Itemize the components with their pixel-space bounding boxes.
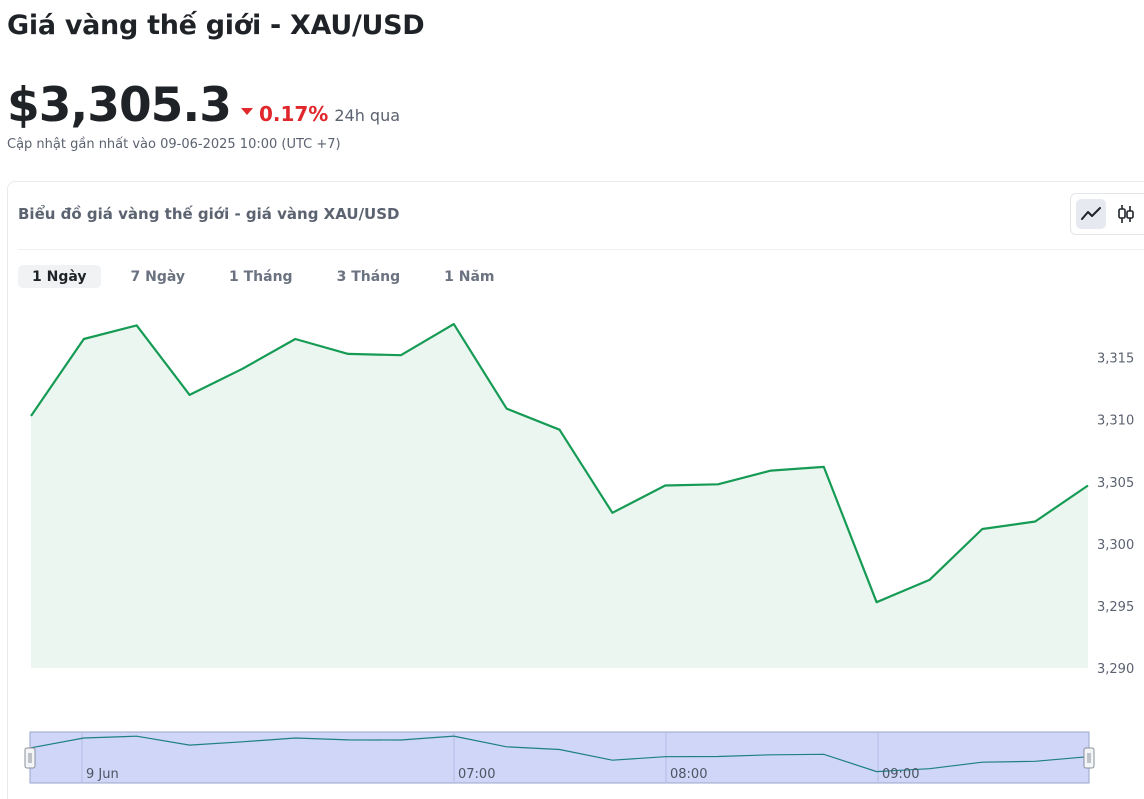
y-tick-label: 3,310 (1097, 414, 1134, 429)
price-line (30, 323, 1089, 604)
chart-card: Biểu đồ giá vàng thế giới - giá vàng XAU… (7, 181, 1144, 799)
y-tick-label: 3,315 (1097, 352, 1134, 367)
navigator-label: 08:00 (670, 767, 707, 782)
tab-1-month[interactable]: 1 Tháng (229, 268, 293, 285)
last-updated: Cập nhật gần nhất vào 09-06-2025 10:00 (… (7, 137, 341, 152)
card-divider (18, 249, 1144, 250)
chart-type-toggle (1070, 193, 1144, 235)
y-tick-label: 3,305 (1097, 476, 1134, 491)
navigator[interactable]: 9 Jun 07:00 08:00 09:00 (24, 731, 1095, 784)
navigator-background (29, 731, 1090, 784)
candlestick-icon (1118, 205, 1134, 223)
navigator-right-handle[interactable] (1083, 747, 1095, 769)
current-price: $3,305.3 (7, 78, 232, 133)
y-tick-label: 3,300 (1097, 538, 1134, 553)
navigator-series (30, 735, 1089, 773)
navigator-left-handle[interactable] (24, 747, 36, 769)
range-tabs: 1 Ngày 7 Ngày 1 Tháng 3 Tháng 1 Năm (18, 265, 525, 288)
chart-title: Biểu đồ giá vàng thế giới - giá vàng XAU… (18, 205, 400, 223)
y-tick-label: 3,290 (1097, 662, 1134, 677)
line-chart-button[interactable] (1076, 199, 1106, 229)
navigator-label: 9 Jun (86, 767, 119, 782)
price-area (31, 324, 1088, 668)
tab-1-year[interactable]: 1 Năm (444, 268, 495, 285)
navigator-grid (81, 732, 879, 783)
y-axis: 3,315 3,310 3,305 3,300 3,295 3,290 (1097, 352, 1134, 677)
change-period: 24h qua (334, 106, 401, 125)
tab-3-months[interactable]: 3 Tháng (336, 268, 401, 285)
price-row: $3,305.3 0.17% 24h qua (7, 78, 400, 133)
y-tick-label: 3,295 (1097, 600, 1134, 615)
price-change: 0.17% (258, 102, 329, 126)
line-chart-icon (1081, 207, 1101, 220)
navigator-label: 09:00 (882, 767, 919, 782)
tab-1-day[interactable]: 1 Ngày (18, 265, 101, 288)
tab-7-days[interactable]: 7 Ngày (130, 268, 186, 285)
navigator-label: 07:00 (458, 767, 495, 782)
down-arrow-icon (240, 108, 253, 115)
page-title: Giá vàng thế giới - XAU/USD (7, 10, 425, 41)
candlestick-button[interactable] (1111, 199, 1141, 229)
